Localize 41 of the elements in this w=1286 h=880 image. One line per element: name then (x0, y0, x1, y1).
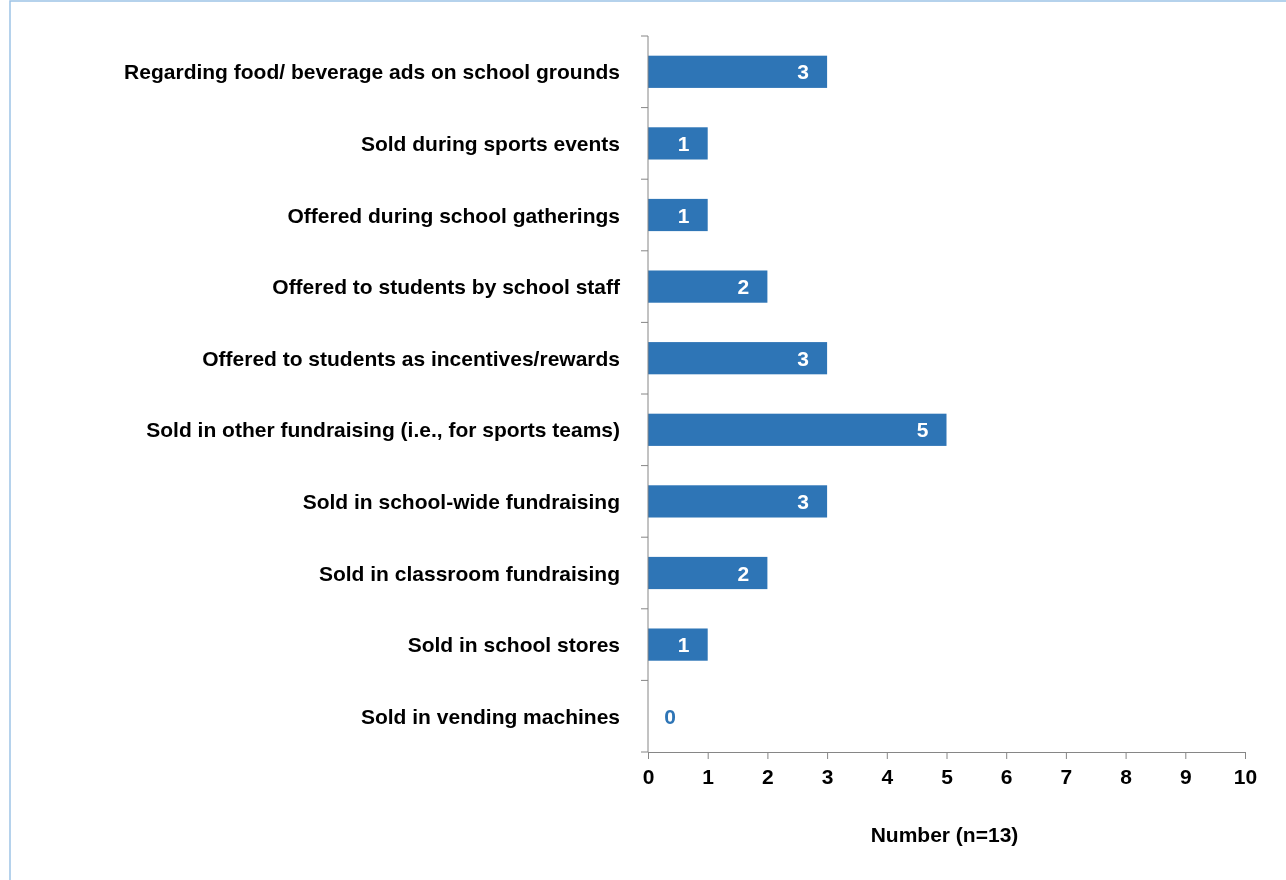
data-label: 1 (677, 203, 690, 227)
data-label: 0 (664, 704, 676, 728)
bar (648, 413, 947, 446)
data-label: 2 (737, 561, 750, 585)
y-tick-label: Sold in other fundraising (i.e., for sports teams) (146, 418, 620, 442)
bar (648, 556, 768, 590)
y-tick-label: Sold in classroom fundraising (318, 561, 620, 585)
y-tick-label: Offered to students by school staff (272, 275, 621, 299)
x-tick-label: 9 (1179, 764, 1192, 788)
y-tick-label: Sold during sports events (360, 131, 620, 155)
bar (648, 127, 708, 160)
y-tick-label: Sold in vending machines (360, 704, 620, 728)
x-tick-label: 3 (821, 764, 834, 788)
data-label: 2 (737, 275, 750, 299)
y-tick-label: Offered during school gatherings (287, 203, 620, 227)
y-tick-label: Sold in school-wide fundraising (302, 489, 620, 513)
y-tick-label: Offered to students as incentives/rewards (202, 346, 620, 370)
data-label: 1 (677, 131, 690, 155)
data-label: 5 (916, 418, 929, 442)
data-label: 3 (797, 489, 809, 513)
bar (648, 628, 708, 661)
x-tick-label: 10 (1233, 764, 1258, 788)
x-tick-label: 0 (642, 764, 655, 788)
y-tick-label: Sold in school stores (407, 633, 620, 657)
data-label: 3 (797, 346, 809, 370)
x-tick-label: 6 (1000, 764, 1013, 788)
x-tick-label: 7 (1060, 764, 1073, 788)
x-tick-label: 5 (941, 764, 954, 788)
bar (648, 342, 828, 375)
bar (648, 485, 828, 518)
x-tick-label: 8 (1120, 764, 1133, 788)
data-label: 3 (797, 60, 809, 84)
x-tick-label: 2 (762, 764, 774, 788)
bar (648, 198, 708, 232)
bar (648, 270, 768, 303)
x-tick-label: 1 (702, 764, 715, 788)
x-tick-label: 4 (881, 764, 894, 788)
x-axis-title: Number (n=13) (870, 823, 1019, 846)
y-tick-label: Regarding food/ beverage ads on school grounds (124, 60, 620, 84)
bar (648, 55, 828, 88)
data-label: 1 (677, 633, 690, 657)
